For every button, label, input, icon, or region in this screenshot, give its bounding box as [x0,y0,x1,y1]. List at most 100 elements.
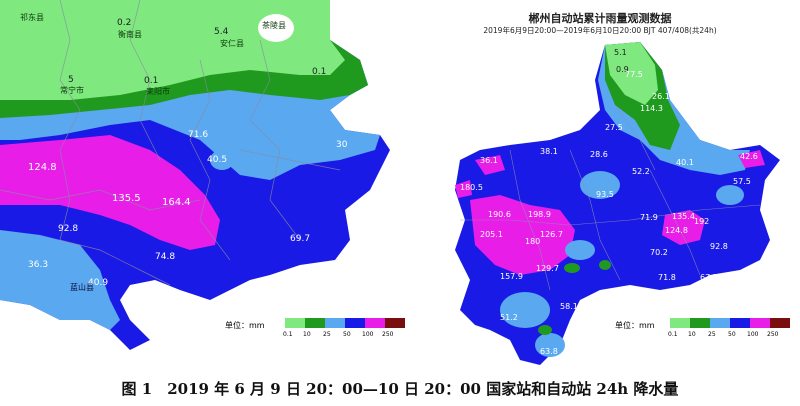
right-legend-unit: 单位：mm [615,321,655,330]
right-magenta-nw [475,155,505,175]
right-lightblue-patch [716,185,744,205]
right-legend-bar [670,318,790,328]
legend-swatch [670,318,690,328]
legend-swatch [345,318,365,328]
value-9: 124.8 [28,162,57,173]
rv-17: 126.7 [540,230,563,239]
figure-caption: 图 1 2019 年 6 月 9 日 20：00—10 日 20：00 国家站和… [121,380,679,398]
rv-13: 190.6 [488,210,511,219]
value-15: 74.8 [155,252,176,262]
right-magenta-e2 [738,150,765,168]
rv-26: 51.2 [500,313,518,322]
value-6: 0.1 [312,67,327,77]
rv-31: 42.6 [740,152,758,161]
place-hengnan: 衡南县 [118,30,142,39]
legend-swatch [285,318,305,328]
rv-5: 28.6 [590,150,608,159]
left-light-blue-south [0,230,120,330]
value-13: 92.8 [58,224,79,234]
value-hengnan: 0.2 [117,18,132,28]
legend-swatch [365,318,385,328]
legend-swatch [770,318,790,328]
left-blue-patch [210,150,234,170]
left-rainfall-map [0,0,400,375]
right-county-boundaries [460,104,761,291]
right-lightblue-patch [535,333,565,357]
value-11: 135.5 [112,193,141,204]
rv-25: 58.1 [560,302,578,311]
rv-20: 92.8 [710,242,728,251]
right-rainfall-map [455,42,780,365]
right-lightblue-patch [580,171,620,199]
place-chaling: 茶陵县 [262,21,286,30]
value-12: 164.4 [162,197,191,208]
legend-swatch [730,318,750,328]
legend-swatch [690,318,710,328]
rv-0: 5.1 [614,48,627,57]
value-anren: 5.4 [214,27,229,37]
right-lightblue-patch [565,240,595,260]
legend-tick: 25 [323,331,331,338]
rv-8: 57.5 [733,177,751,186]
right-magenta-w2 [455,180,472,198]
rv-19: 70.2 [650,248,668,257]
value-changning: 5 [68,75,74,85]
value-lanshan: 40.9 [88,278,109,288]
left-county-boundaries [0,0,341,286]
left-map-panel: 祁东县 0.2 衡南县 茶陵县 5.4 安仁县 5 常宁市 0.1 耒阳市 0.… [0,0,405,375]
legend-tick: 0.1 [668,331,678,338]
rv-30: 180.5 [460,183,483,192]
value-14: 69.7 [290,234,311,244]
legend-swatch [385,318,405,328]
rv-12: 192 [694,217,710,226]
right-map-subtitle: 2019年6月9日20:00—2019年6月10日20:00 BJT 407/4… [483,26,717,35]
rv-22: 67.5 [700,273,718,282]
place-lanshan: 蓝山县 [70,283,94,292]
right-green-spot [599,260,611,270]
legend-tick: 25 [708,331,716,338]
left-white-patch [258,14,294,42]
legend-tick: 10 [688,331,696,338]
right-region-base [455,42,780,365]
place-qidong: 祁东县 [20,13,44,22]
value-10: 40.5 [207,155,228,165]
legend-swatch [750,318,770,328]
legend-tick: 100 [362,331,374,338]
place-changning: 常宁市 [60,86,84,95]
rv-7: 40.1 [676,158,694,167]
rv-1: 0.9 [616,65,629,74]
left-legend-bar [285,318,405,328]
right-magenta-west [470,195,575,275]
legend-tick: 250 [382,331,394,338]
rv-11: 135.4 [672,212,695,221]
rv-24: 129.7 [536,264,559,273]
place-anren: 安仁县 [220,39,244,48]
left-legend: 单位：mm 0.1 10 25 50 100 250 [225,318,405,348]
rv-18: 124.8 [665,226,688,235]
rv-6: 52.2 [632,167,650,176]
legend-swatch [710,318,730,328]
right-map-title: 郴州自动站累计雨量观测数据 [528,12,672,25]
rv-29: 114.3 [640,104,663,113]
rv-9: 93.5 [596,190,614,199]
value-8: 30 [336,140,348,150]
place-leiyang: 耒阳市 [146,87,170,96]
rv-28: 77.5 [625,70,643,79]
legend-tick: 250 [767,331,779,338]
rv-27: 63.8 [540,347,558,356]
rv-10: 71.9 [640,213,658,222]
right-green-spot [538,325,552,335]
legend-tick: 100 [747,331,759,338]
legend-tick: 50 [728,331,736,338]
value-7: 71.6 [188,130,209,140]
right-map-panel: 郴州自动站累计雨量观测数据 2019年6月9日20:00—2019年6月10日2… [400,0,800,375]
rv-2: 26.1 [652,92,670,101]
right-magenta-east [662,210,705,245]
right-green-spot [564,263,580,273]
rv-16: 180 [525,237,541,246]
rv-32: 36.1 [480,156,498,165]
right-lightblue-patch [500,292,550,328]
rv-14: 198.9 [528,210,551,219]
legend-tick: 0.1 [283,331,293,338]
left-legend-unit: 单位：mm [225,321,265,330]
